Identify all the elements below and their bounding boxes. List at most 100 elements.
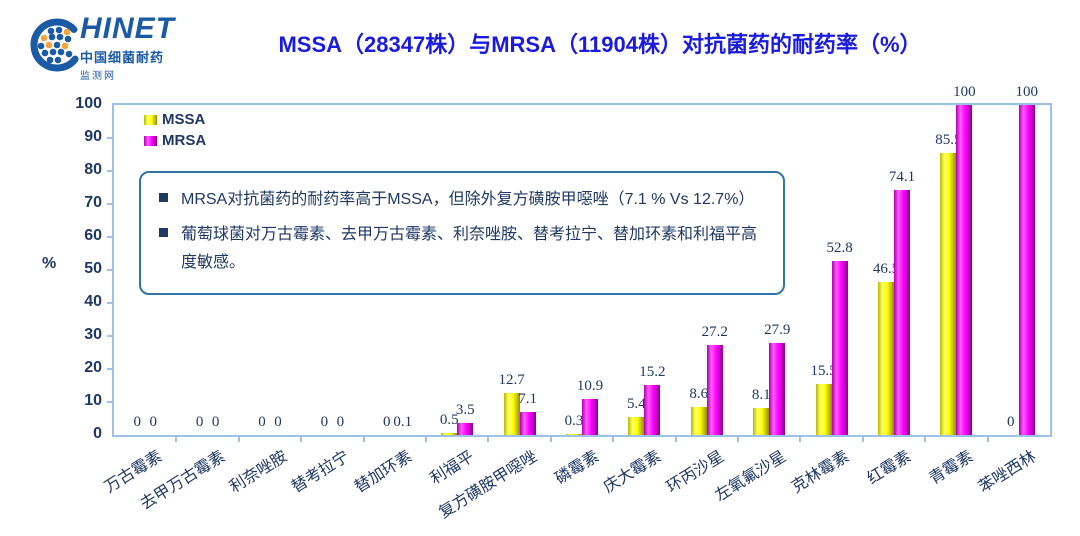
x-axis-label: 苯唑西林	[975, 448, 1039, 497]
x-tick	[674, 435, 677, 442]
mrsa-bar-克林霉素	[831, 260, 848, 435]
value-label: 74.1	[888, 169, 916, 186]
y-tick	[107, 335, 114, 337]
y-tick-label: 70	[84, 194, 102, 211]
chinet-logo-icon	[30, 18, 84, 72]
value-label: 8.6	[689, 385, 709, 402]
x-tick	[175, 435, 178, 442]
value-label: 0	[274, 414, 282, 430]
x-axis-label: 庆大霉素	[601, 448, 665, 497]
x-axis-label: 磷霉素	[552, 448, 603, 488]
y-axis-title: %	[42, 255, 57, 272]
y-tick-label: 30	[84, 326, 102, 343]
y-tick-label: 10	[84, 392, 102, 409]
value-label: 0.5	[439, 412, 459, 429]
x-tick	[799, 435, 802, 442]
mssa-swatch-icon	[144, 114, 157, 125]
mssa-bar-复方磺胺甲噁唑	[503, 393, 520, 435]
value-label: 8.1	[751, 387, 771, 404]
value-label: 0	[336, 414, 345, 430]
value-label: 15.2	[639, 363, 666, 380]
x-tick	[737, 435, 739, 442]
value-label: 0	[258, 414, 266, 430]
y-tick	[107, 368, 114, 370]
y-tick-label: 0	[93, 425, 102, 442]
mrsa-bar-环丙沙星	[706, 345, 723, 435]
x-axis-label: 红霉素	[864, 448, 915, 488]
value-label: 0.1	[393, 413, 413, 430]
mrsa-bar-青霉素	[956, 105, 973, 435]
y-tick	[107, 170, 114, 172]
x-tick	[425, 435, 427, 442]
value-label: 27.2	[701, 324, 728, 341]
y-tick-label: 50	[84, 260, 102, 277]
mrsa-bar-红霉素	[894, 190, 910, 435]
x-tick	[362, 435, 365, 442]
x-tick	[612, 435, 615, 442]
logo-brand-text: HINET	[80, 12, 175, 45]
x-tick	[986, 435, 989, 442]
y-tick	[107, 302, 114, 304]
x-axis-label: 利奈唑胺	[226, 448, 291, 497]
logo-subtitle: 中国细菌耐药	[80, 50, 165, 65]
x-tick	[237, 435, 240, 442]
mssa-bar-磷霉素	[566, 434, 582, 435]
value-label: 0	[320, 414, 329, 430]
x-tick	[549, 435, 552, 442]
mrsa-swatch-icon	[144, 135, 157, 146]
annotation-box: MRSA对抗菌药的耐药率高于MSSA，但除外复方磺胺甲噁唑（7.1 % Vs 1…	[139, 171, 785, 295]
y-tick	[107, 236, 114, 238]
x-axis-label: 青霉素	[926, 448, 977, 488]
y-tick	[107, 203, 114, 205]
value-label: 7.1	[518, 390, 537, 407]
legend-label-mssa: MSSA	[162, 111, 206, 128]
mrsa-bar-复方磺胺甲噁唑	[519, 411, 536, 435]
value-label: 0	[1007, 414, 1015, 430]
value-label: 100	[1015, 84, 1039, 100]
value-label: 3.5	[455, 402, 475, 419]
value-label: 46.5	[872, 260, 900, 277]
mssa-bar-环丙沙星	[690, 406, 707, 435]
x-tick	[861, 435, 864, 442]
mrsa-bar-庆大霉素	[644, 384, 661, 435]
x-axis-label: 克林霉素	[788, 448, 852, 497]
chinet-logo: HINET 中国细菌耐药 监测网	[26, 8, 175, 82]
value-label: 0.3	[564, 413, 584, 429]
mssa-bar-红霉素	[878, 281, 894, 435]
x-axis-label: 替加环素	[351, 448, 415, 497]
mssa-bar-克林霉素	[815, 383, 832, 435]
mssa-bar-利福平	[441, 433, 458, 435]
y-tick-label: 90	[84, 128, 102, 145]
annotation-item: MRSA对抗菌药的耐药率高于MSSA，但除外复方磺胺甲噁唑（7.1 % Vs 1…	[157, 186, 767, 214]
square-bullet-icon	[159, 228, 168, 237]
annotation-text: 葡萄球菌对万古霉素、去甲万古霉素、利奈唑胺、替考拉宁、替加环素和利福平高度敏感。	[181, 226, 758, 271]
logo-subtitle-2: 监测网	[80, 71, 116, 82]
value-label: 100	[953, 84, 976, 100]
value-label: 0	[195, 414, 204, 430]
value-label: 0	[211, 414, 220, 430]
value-label: 5.4	[627, 396, 646, 413]
x-tick	[300, 435, 303, 442]
legend-item-mrsa: MRSA	[144, 130, 206, 151]
x-tick	[487, 435, 490, 442]
y-tick-label: 40	[84, 293, 102, 310]
legend: MSSA MRSA	[144, 109, 206, 151]
value-label: 0	[383, 414, 391, 430]
value-label: 10.9	[576, 378, 604, 395]
chart-title: MSSA（28347株）与MRSA（11904株）对抗菌药的耐药率（%）	[278, 32, 922, 57]
y-tick-label: 100	[75, 95, 102, 112]
plot-area: % MSSA MRSA MRSA对抗菌药的耐药率高于MSSA，但除外复方磺胺甲噁…	[42, 84, 1052, 522]
y-tick-label: 20	[84, 359, 102, 376]
mrsa-bar-利福平	[457, 423, 474, 435]
mrsa-bar-左氧氟沙星	[769, 342, 786, 435]
value-label: 0	[133, 414, 141, 430]
mrsa-bar-磷霉素	[582, 399, 598, 435]
value-label: 12.7	[498, 372, 525, 389]
x-tick	[924, 435, 927, 442]
value-label: 85.5	[935, 131, 962, 148]
y-tick-label: 80	[84, 161, 102, 178]
y-tick	[107, 269, 114, 271]
x-axis-label: 替考拉宁	[289, 448, 353, 497]
square-bullet-icon	[159, 193, 168, 202]
y-tick-label: 60	[84, 227, 102, 244]
